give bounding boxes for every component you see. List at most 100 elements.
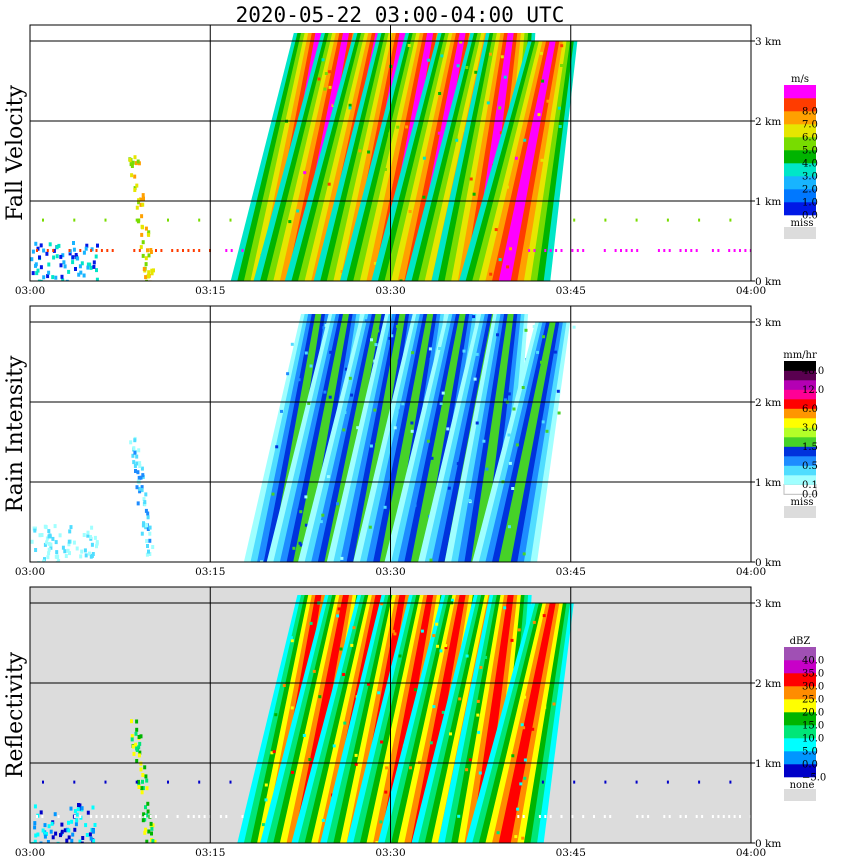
speckle-cell [450, 598, 454, 602]
noise-line-cell [160, 249, 163, 252]
speckle-cell [541, 420, 545, 424]
speckle-cell [388, 336, 392, 340]
colorbar-label: 0.0 [802, 490, 818, 501]
speckle-cell [339, 647, 343, 651]
colorbar-label: 30.0 [802, 682, 824, 693]
surface-echo-cell [74, 267, 77, 271]
isolated-shaft-cell [150, 271, 154, 276]
speckle-cell [437, 131, 441, 135]
colorbar-label: 12.0 [802, 385, 824, 396]
speckle-cell [455, 138, 459, 142]
isolated-shaft-cell [151, 839, 155, 843]
colorbar-unit: m/s [791, 74, 809, 85]
surface-echo-cell [47, 270, 51, 275]
speckle-cell [522, 552, 526, 556]
surface-echo-cell [39, 279, 43, 281]
isolated-shaft-cell [147, 549, 150, 554]
noise-line-cell [728, 249, 731, 252]
isolated-shaft-cell [142, 812, 146, 817]
speckle-cell [375, 841, 379, 843]
speckle-cell [553, 350, 557, 354]
surface-echo-cell [39, 841, 43, 843]
speckle-cell [523, 695, 527, 699]
surface-echo-cell [43, 557, 46, 562]
noise-line-cell [192, 249, 195, 252]
noise-line-cell [517, 815, 520, 818]
noise-line-cell [717, 815, 720, 818]
noise-line-cell [541, 218, 544, 222]
x-tick-label: 04:00 [736, 285, 766, 297]
noise-line-cell [241, 815, 244, 818]
noise-line-cell [133, 815, 136, 818]
surface-echo-cell [50, 821, 54, 826]
noise-line-cell [739, 249, 741, 252]
surface-echo-cell [45, 251, 49, 256]
speckle-cell [441, 710, 445, 714]
speckle-cell [428, 426, 431, 430]
isolated-shaft-cell [140, 531, 144, 536]
surface-echo-cell [61, 253, 65, 258]
surface-echo-cell [76, 807, 80, 812]
speckle-cell [391, 629, 395, 633]
colorbar-swatch [784, 751, 816, 765]
isolated-shaft-cell [137, 785, 141, 789]
isolated-shaft-cell [144, 275, 148, 280]
noise-line-cell [106, 249, 109, 252]
surface-echo-cell [63, 549, 67, 554]
surface-echo-cell [47, 529, 51, 534]
surface-echo-cell [49, 829, 53, 834]
noise-line-cell [198, 815, 201, 818]
isolated-shaft-cell [141, 523, 145, 528]
speckle-cell [413, 688, 417, 692]
isolated-shaft-cell [140, 232, 144, 237]
speckle-cell [542, 614, 546, 618]
speckle-cell [299, 543, 303, 547]
x-tick-label: 03:15 [195, 566, 225, 578]
noise-line-cell [57, 815, 60, 818]
y-tick-label: 3 km [755, 598, 781, 610]
noise-line-cell [187, 815, 190, 818]
speckle-cell [540, 158, 544, 162]
isolated-shaft-cell [150, 268, 154, 273]
colorbar-label: 2.0 [802, 185, 818, 196]
noise-line-cell [541, 780, 544, 784]
speckle-cell [379, 820, 383, 824]
isolated-shaft-cell [142, 196, 145, 201]
isolated-shaft-cell [146, 809, 150, 814]
noise-line-cell [192, 815, 195, 818]
surface-echo-cell [79, 270, 83, 275]
isolated-shaft-cell [141, 473, 145, 478]
surface-echo-cell [67, 828, 71, 833]
surface-echo-cell [70, 838, 74, 843]
isolated-shaft-cell [148, 531, 152, 536]
surface-echo-cell [63, 264, 67, 269]
speckle-cell [264, 798, 268, 802]
speckle-cell [342, 428, 346, 432]
surface-echo-cell [92, 264, 96, 269]
surface-echo-cell [54, 275, 58, 280]
speckle-cell [479, 666, 483, 669]
noise-line-cell [684, 249, 687, 252]
isolated-shaft-cell [144, 256, 148, 261]
speckle-cell [514, 835, 518, 839]
surface-echo-cell [85, 833, 89, 837]
isolated-shaft-cell [145, 813, 149, 818]
surface-echo-cell [53, 812, 57, 817]
colorbar-swatch [784, 465, 816, 476]
surface-echo-cell [57, 243, 61, 248]
isolated-shaft-cell [146, 544, 149, 548]
speckle-cell [426, 439, 430, 443]
noise-line-cell [138, 815, 141, 818]
isolated-shaft-cell [147, 270, 151, 275]
surface-echo-cell [61, 545, 65, 550]
surface-echo-cell [43, 823, 47, 828]
reflectivity-colorbar: dBZ −5.0 0.0 5.0 10.0 15.0 20.0 25.0 30.0 35.0 40.… [784, 636, 826, 801]
rain-intensity-title: Rain Intensity [3, 355, 28, 512]
speckle-cell [280, 409, 283, 413]
fall-streak [298, 314, 396, 562]
surface-echo-cell [32, 526, 36, 531]
speckle-cell [572, 325, 576, 329]
speckle-cell [337, 607, 341, 611]
noise-line-cell [111, 249, 114, 252]
speckle-cell [348, 376, 352, 380]
